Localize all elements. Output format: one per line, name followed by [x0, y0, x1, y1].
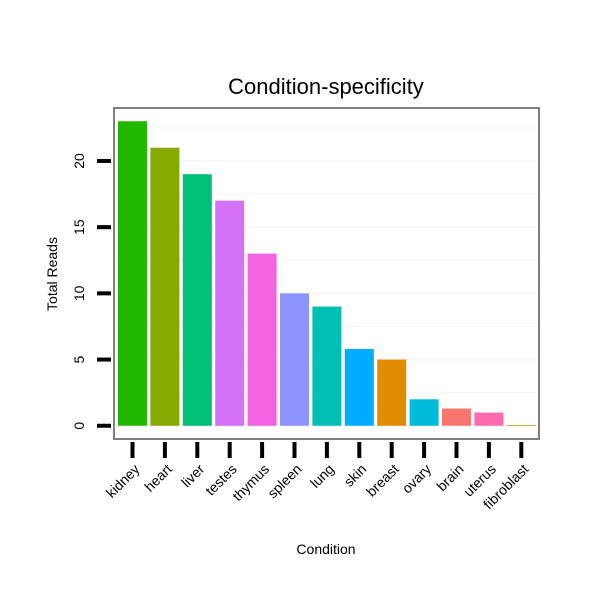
- x-tick-label-thymus: thymus: [229, 461, 272, 504]
- y-tick-label: 5: [71, 355, 87, 363]
- bars: [118, 121, 536, 426]
- bar-liver: [182, 174, 212, 426]
- y-tick-label: 0: [71, 422, 87, 430]
- x-tick-label-spleen: spleen: [264, 461, 304, 501]
- bar-uterus: [474, 412, 504, 426]
- bar-brain: [442, 408, 471, 426]
- x-tick-label-kidney: kidney: [103, 461, 143, 501]
- x-tick-label-ovary: ovary: [399, 461, 435, 497]
- bar-skin: [344, 348, 374, 426]
- y-axis: 0 5 10 15 20: [71, 153, 111, 430]
- bar-kidney: [118, 121, 147, 426]
- x-tick-label-breast: breast: [363, 461, 402, 500]
- x-axis-label: Condition: [296, 541, 355, 557]
- bar-testes: [215, 200, 245, 426]
- bar-breast: [377, 359, 407, 426]
- x-tick-label-lung: lung: [307, 461, 337, 491]
- bar-lung: [312, 306, 342, 426]
- y-tick-label: 20: [71, 153, 87, 169]
- bar-spleen: [280, 293, 309, 426]
- bar-fibroblast: [506, 424, 536, 426]
- y-axis-label: Total Reads: [44, 237, 60, 311]
- bar-heart: [150, 147, 180, 426]
- x-tick-label-heart: heart: [141, 461, 175, 495]
- plot-frame: [113, 107, 540, 440]
- bar-thymus: [247, 253, 277, 426]
- bar-ovary: [409, 399, 439, 426]
- y-tick-label: 15: [71, 219, 87, 235]
- y-tick-label: 10: [71, 285, 87, 301]
- chart-title: Condition-specificity: [228, 74, 424, 99]
